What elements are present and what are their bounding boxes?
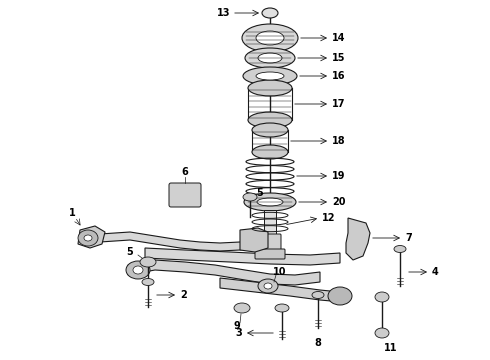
Text: 7: 7 [405, 233, 412, 243]
Ellipse shape [252, 123, 288, 137]
Ellipse shape [264, 283, 272, 289]
Text: 2: 2 [180, 290, 187, 300]
Ellipse shape [245, 48, 295, 68]
FancyBboxPatch shape [255, 249, 285, 259]
FancyBboxPatch shape [259, 234, 281, 254]
Text: 13: 13 [217, 8, 230, 18]
Ellipse shape [328, 287, 352, 305]
Ellipse shape [257, 198, 283, 206]
Ellipse shape [242, 24, 298, 52]
Polygon shape [85, 232, 255, 251]
Text: 11: 11 [384, 343, 397, 353]
Text: 3: 3 [235, 328, 242, 338]
Ellipse shape [256, 72, 284, 80]
Text: 4: 4 [432, 267, 439, 277]
Text: 9: 9 [234, 321, 241, 331]
Text: 14: 14 [332, 33, 345, 43]
Ellipse shape [244, 193, 296, 211]
Text: 8: 8 [315, 338, 321, 348]
Polygon shape [78, 226, 105, 248]
Ellipse shape [256, 31, 284, 45]
Ellipse shape [312, 292, 324, 298]
Ellipse shape [84, 235, 92, 241]
Ellipse shape [234, 303, 250, 313]
Ellipse shape [394, 246, 406, 252]
Ellipse shape [375, 292, 389, 302]
Text: 19: 19 [332, 171, 345, 181]
Ellipse shape [243, 193, 257, 201]
Text: 17: 17 [332, 99, 345, 109]
Ellipse shape [258, 279, 278, 293]
Text: 18: 18 [332, 136, 345, 146]
Text: 10: 10 [273, 267, 287, 277]
Ellipse shape [375, 328, 389, 338]
Polygon shape [145, 248, 340, 265]
Text: 6: 6 [182, 167, 188, 177]
Ellipse shape [126, 261, 150, 279]
Polygon shape [220, 278, 342, 302]
Ellipse shape [133, 266, 143, 274]
Ellipse shape [252, 145, 288, 159]
Ellipse shape [142, 279, 154, 285]
Polygon shape [240, 228, 268, 252]
Text: 20: 20 [332, 197, 345, 207]
Text: 5: 5 [126, 247, 133, 257]
Polygon shape [346, 218, 370, 260]
Text: 15: 15 [332, 53, 345, 63]
Ellipse shape [258, 53, 282, 63]
Ellipse shape [248, 80, 292, 96]
Ellipse shape [78, 230, 98, 246]
Ellipse shape [140, 257, 156, 267]
FancyBboxPatch shape [264, 210, 276, 235]
Ellipse shape [275, 304, 289, 312]
Text: 12: 12 [322, 213, 336, 223]
Text: 1: 1 [69, 208, 75, 218]
Text: 5: 5 [256, 188, 263, 198]
Polygon shape [128, 260, 320, 285]
Ellipse shape [248, 112, 292, 128]
Text: 16: 16 [332, 71, 345, 81]
Ellipse shape [262, 8, 278, 18]
Ellipse shape [243, 67, 297, 85]
FancyBboxPatch shape [169, 183, 201, 207]
